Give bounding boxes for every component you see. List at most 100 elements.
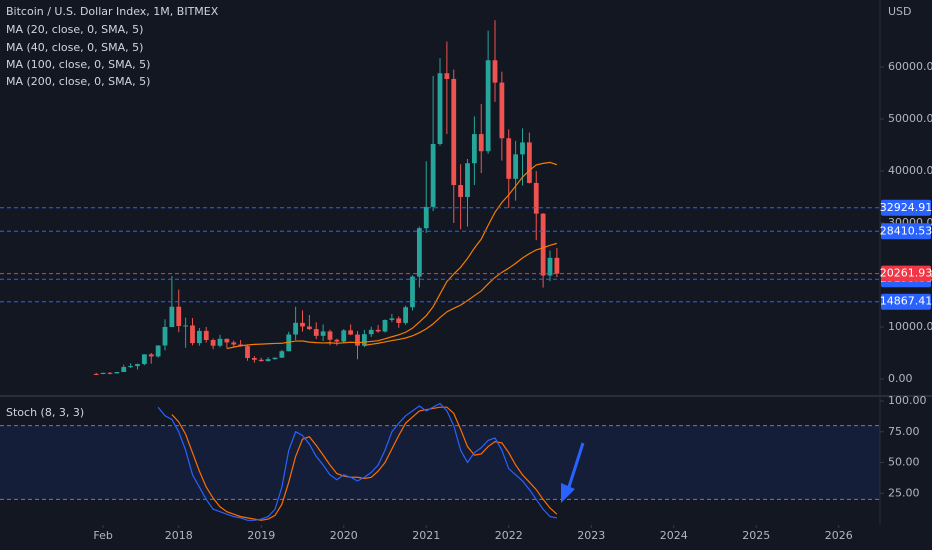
price-label: 14867.41: [880, 295, 932, 308]
y-tick-label: 100.00: [888, 394, 927, 407]
moving-average-line: [364, 242, 558, 346]
candle-body: [300, 322, 305, 327]
candle-body: [128, 366, 134, 368]
candle-body: [107, 372, 113, 374]
candle-body: [135, 364, 140, 367]
candle-body: [224, 338, 230, 343]
candle-body: [499, 82, 505, 139]
candle-body: [93, 373, 99, 375]
y-tick-label: 40000.00: [888, 164, 932, 177]
price-label-box: [881, 199, 931, 216]
candle-body: [162, 327, 168, 346]
candle-body: [492, 60, 498, 83]
price-label-box: [881, 265, 931, 282]
candle-body: [506, 138, 512, 179]
candle-body: [155, 345, 161, 357]
x-tick-label: 2025: [742, 529, 770, 542]
candle-body: [410, 276, 415, 308]
candle-body: [320, 331, 326, 336]
candle-body: [183, 325, 189, 327]
candle-body: [348, 330, 354, 335]
study-legend: MA (20, close, 0, SMA, 5): [6, 23, 143, 36]
stoch-band: [0, 425, 880, 500]
x-tick-label: 2020: [330, 529, 358, 542]
stoch-d-line: [171, 406, 558, 521]
candle-body: [341, 330, 347, 342]
y-tick-label: 10000.00: [888, 320, 932, 333]
study-legend: MA (100, close, 0, SMA, 5): [6, 58, 150, 71]
candle-body: [203, 330, 209, 340]
candle-body: [306, 326, 312, 330]
candle-body: [190, 325, 195, 344]
candle-body: [485, 60, 491, 152]
x-tick-label: 2021: [412, 529, 440, 542]
candle-body: [526, 142, 532, 183]
candle-body: [293, 322, 299, 335]
candle-body: [396, 318, 402, 323]
candle-body: [334, 339, 340, 342]
candle-body: [100, 372, 106, 374]
candle-body: [430, 143, 436, 207]
moving-average-line: [226, 161, 558, 350]
y-tick-label: 60000.00: [888, 60, 932, 73]
candle-body: [245, 346, 250, 358]
candle-body: [368, 329, 374, 335]
x-tick-label: 2018: [165, 529, 193, 542]
candle-body: [251, 357, 257, 360]
candle-body: [478, 134, 484, 152]
price-label: 32924.91: [880, 201, 932, 214]
price-label-box: [881, 293, 931, 310]
candle-body: [513, 154, 519, 179]
candle-body: [437, 73, 443, 144]
arrow-head: [561, 483, 575, 503]
candle-body: [169, 306, 175, 327]
x-tick-label: 2023: [577, 529, 605, 542]
symbol-title: Bitcoin / U.S. Dollar Index, 1M, BITMEX: [6, 5, 219, 18]
y-tick-label: 50.00: [888, 456, 920, 469]
candle-body: [423, 206, 429, 229]
annotation-arrow: [561, 442, 585, 503]
candle-body: [451, 78, 457, 186]
candle-body: [533, 182, 539, 214]
y-tick-label: 0.00: [888, 372, 913, 385]
candle-body: [279, 351, 285, 358]
study-legend: MA (200, close, 0, SMA, 5): [6, 75, 150, 88]
price-label: 20261.93: [880, 267, 932, 280]
x-tick-label: 2024: [660, 529, 688, 542]
candle-body: [382, 319, 388, 332]
candle-body: [520, 142, 525, 155]
candle-body: [258, 359, 264, 362]
x-tick-label: 2026: [825, 529, 853, 542]
y-tick-label: 50000.00: [888, 112, 932, 125]
y-tick-label: 75.00: [888, 425, 920, 438]
candle-body: [540, 213, 546, 276]
candle-body: [444, 73, 450, 79]
candle-body: [265, 359, 271, 362]
stoch-title: Stoch (8, 3, 3): [6, 406, 84, 419]
candle-body: [554, 257, 560, 274]
candle-body: [272, 357, 278, 360]
candle-body: [389, 318, 395, 320]
candle-body: [355, 334, 360, 346]
candle-body: [210, 339, 216, 346]
candle-body: [375, 329, 381, 332]
arrow-shaft: [566, 442, 585, 491]
candle-body: [327, 331, 333, 340]
candle-body: [121, 367, 127, 372]
candle-body: [141, 354, 147, 365]
candle-body: [231, 342, 237, 345]
candle-body: [458, 185, 464, 198]
candle-body: [416, 228, 422, 277]
candle-body: [196, 330, 202, 344]
candle-body: [114, 371, 120, 374]
y-tick-label: 25.00: [888, 486, 920, 499]
candle-body: [361, 334, 367, 346]
candle-body: [176, 306, 182, 326]
candle-body: [313, 329, 319, 336]
candle-body: [286, 334, 292, 352]
stoch-k-line: [157, 402, 557, 521]
x-tick-label: Feb: [93, 529, 112, 542]
